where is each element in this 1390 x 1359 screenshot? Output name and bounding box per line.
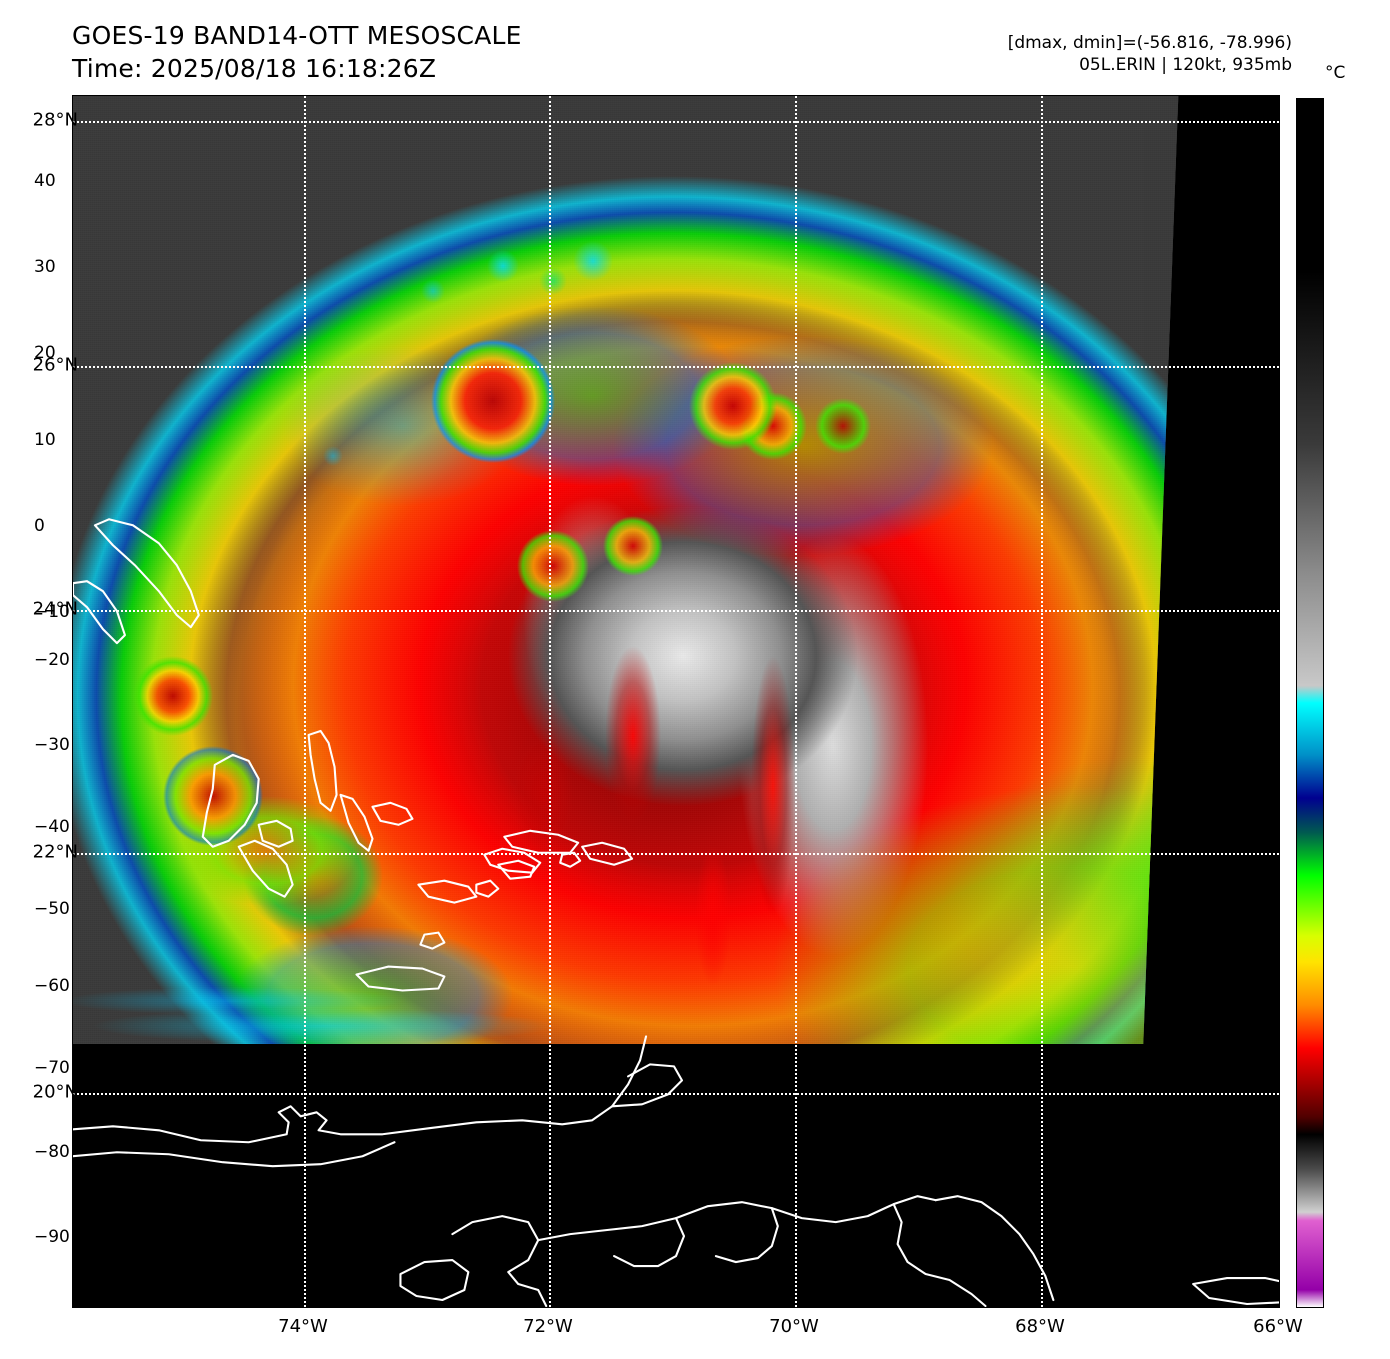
cbar-tick-n30: −30 <box>34 735 70 755</box>
header-meta-block: [dmax, dmin]=(-56.816, -78.996) 05L.ERIN… <box>1008 32 1292 77</box>
cbar-tick-20: 20 <box>34 343 56 363</box>
cbar-tick-40: 40 <box>34 171 56 191</box>
lon-tick-72: 72°W <box>523 1316 573 1337</box>
cbar-tick-30: 30 <box>34 257 56 277</box>
timestamp-label: Time: 2025/08/18 16:18:26Z <box>72 53 437 83</box>
gridline-lat-20 <box>73 1093 1279 1095</box>
cbar-tick-n80: −80 <box>34 1142 70 1162</box>
lat-tick-26: 26°N <box>32 354 78 376</box>
storm-info-label: 05L.ERIN | 120kt, 935mb <box>1079 55 1292 76</box>
cbar-tick-0: 0 <box>34 516 45 536</box>
lat-tick-28: 28°N <box>32 109 78 131</box>
colorbar-units-label: °C <box>1325 63 1346 83</box>
satellite-map-plot[interactable]: Copyright © 2020-2025 Dapiya <box>72 95 1280 1308</box>
header-title-block: GOES-19 BAND14-OTT MESOSCALE Time: 2025/… <box>72 20 522 85</box>
cbar-tick-n10: −10 <box>34 602 70 622</box>
lon-tick-74: 74°W <box>278 1316 328 1337</box>
lon-tick-70: 70°W <box>769 1316 819 1337</box>
colorbar-gradient <box>1297 99 1323 1307</box>
lon-tick-68: 68°W <box>1015 1316 1065 1337</box>
cbar-tick-n90: −90 <box>34 1227 70 1247</box>
cbar-tick-10: 10 <box>34 430 56 450</box>
dmax-dmin-label: [dmax, dmin]=(-56.816, -78.996) <box>1007 33 1292 53</box>
cbar-tick-n50: −50 <box>34 899 70 919</box>
cbar-tick-n70: −70 <box>34 1058 70 1078</box>
cbar-tick-n40: −40 <box>34 817 70 837</box>
cbar-tick-n60: −60 <box>34 976 70 996</box>
lat-tick-20: 20°N <box>32 1081 78 1103</box>
gridline-lon-66 <box>1279 96 1280 1307</box>
page-title: GOES-19 BAND14-OTT MESOSCALE <box>72 21 522 50</box>
satellite-swath <box>73 96 1179 1044</box>
sensor-noise-layer <box>73 96 1179 1044</box>
lat-tick-24: 24°N <box>32 598 78 620</box>
lat-tick-22: 22°N <box>32 841 78 863</box>
lon-tick-66: 66°W <box>1253 1316 1303 1337</box>
temperature-colorbar[interactable] <box>1296 98 1324 1308</box>
cbar-tick-n20: −20 <box>34 650 70 670</box>
